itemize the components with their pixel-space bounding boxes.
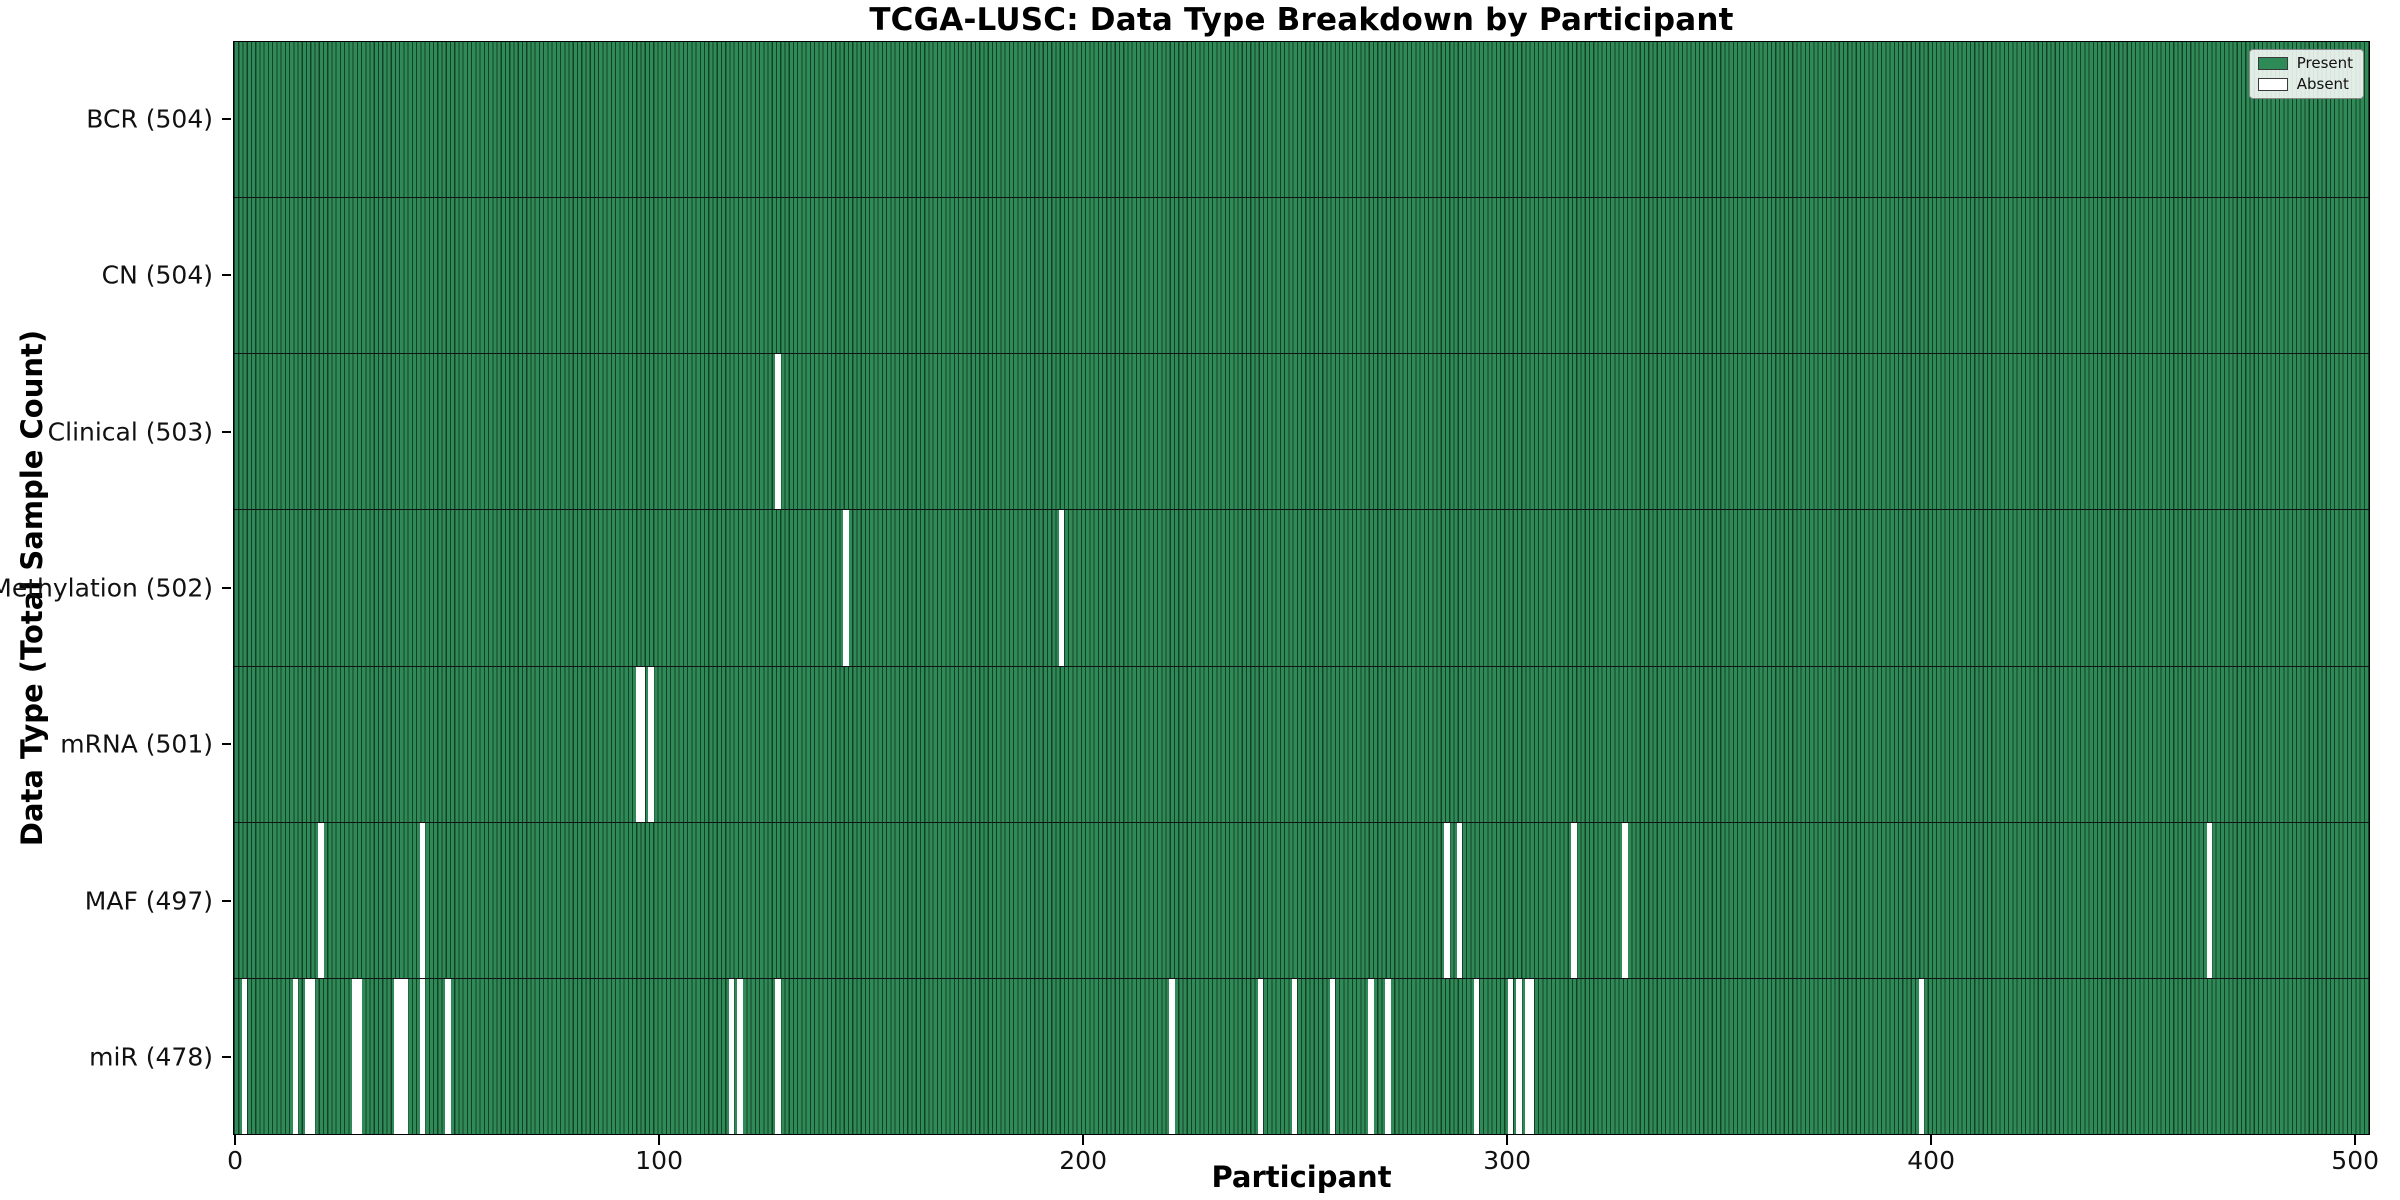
x-axis-ticks: 0 100 200 300 400 500: [227, 1135, 2379, 1195]
x-tick-label-400: 400: [1907, 1146, 1955, 1175]
absent-mark-methylation-195: [1059, 510, 1065, 666]
absent-mark-mrna-98: [648, 666, 654, 822]
row-clinical: [234, 354, 2369, 511]
absent-mark-mrna-95: [635, 666, 642, 822]
absent-mark-maf-466: [2206, 822, 2212, 978]
absent-mark-mir-303: [1516, 978, 1522, 1134]
row-mrna: [234, 666, 2369, 823]
absent-mark-mir-398: [1918, 978, 1924, 1134]
absent-mark-maf-289: [1457, 822, 1463, 978]
row-label-bcr: BCR (504): [86, 104, 213, 134]
absent-mark-mir-221: [1169, 978, 1175, 1134]
absent-mark-mir-18: [309, 978, 316, 1134]
absent-mark-mir-250: [1291, 978, 1298, 1134]
legend-swatch-absent: [2257, 78, 2288, 91]
y-tick-mark: [222, 274, 231, 277]
absent-mark-maf-286: [1444, 822, 1450, 978]
y-axis-tick-labels: BCR (504) CN (504) Clinical (503) Methylati…: [0, 41, 233, 1135]
row-maf: [234, 822, 2369, 979]
absent-mark-mir-301: [1507, 978, 1514, 1134]
chart-title: TCGA-LUSC: Data Type Breakdown by Partic…: [869, 2, 1734, 38]
absent-mark-maf-44: [419, 822, 426, 978]
absent-mark-mir-17: [305, 978, 311, 1134]
x-tick-label-500: 500: [2331, 1146, 2380, 1175]
absent-mark-mir-44: [419, 978, 426, 1134]
absent-mark-mir-28: [351, 978, 358, 1134]
absent-mark-mir-39: [398, 978, 404, 1134]
legend-item-present: Present: [2257, 54, 2353, 72]
x-tick-mark-100: [658, 1135, 661, 1145]
y-tick-mark: [222, 430, 231, 433]
row-label-mir: miR (478): [89, 1042, 213, 1072]
x-tick-label-0: 0: [227, 1146, 244, 1175]
heatmap-rows: [234, 42, 2369, 1134]
absent-mark-mir-305: [1524, 978, 1531, 1134]
absent-mark-mir-268: [1368, 978, 1374, 1134]
absent-mark-maf-20: [318, 822, 324, 978]
y-tick-mark: [222, 1055, 231, 1058]
x-tick-mark-300: [1506, 1135, 1509, 1145]
plot-area: Present Absent: [233, 41, 2370, 1135]
absent-mark-maf-316: [1571, 822, 1577, 978]
absent-mark-mir-29: [356, 978, 362, 1134]
legend-swatch-present: [2257, 57, 2288, 70]
absent-mark-mir-293: [1473, 978, 1480, 1134]
absent-mark-mir-272: [1385, 978, 1391, 1134]
x-tick-mark-500: [2354, 1135, 2357, 1145]
absent-mark-mir-306: [1529, 978, 1535, 1134]
absent-mark-clinical-128: [775, 354, 781, 510]
legend-item-absent: Absent: [2257, 75, 2353, 93]
row-mir: [234, 978, 2369, 1134]
absent-mark-mir-2: [241, 978, 248, 1134]
absent-mark-mir-38: [394, 978, 400, 1134]
row-label-mrna: mRNA (501): [60, 729, 213, 759]
absent-mark-mrna-96: [639, 666, 646, 822]
absent-mark-mir-14: [292, 978, 299, 1134]
x-tick-mark-200: [1082, 1135, 1085, 1145]
absent-mark-maf-328: [1622, 822, 1628, 978]
absent-mark-mir-50: [445, 978, 451, 1134]
y-tick-mark: [222, 899, 231, 902]
row-methylation: [234, 510, 2369, 667]
x-tick-mark-400: [1930, 1135, 1933, 1145]
absent-mark-methylation-144: [843, 510, 849, 666]
legend-label-present: Present: [2296, 54, 2353, 72]
y-tick-mark: [222, 118, 231, 121]
row-label-clinical: Clinical (503): [47, 417, 213, 447]
absent-mark-mir-259: [1330, 978, 1336, 1134]
x-tick-label-200: 200: [1059, 1146, 1107, 1175]
legend-label-absent: Absent: [2296, 75, 2349, 93]
absent-mark-mir-40: [402, 978, 409, 1134]
x-tick-label-300: 300: [1483, 1146, 1531, 1175]
row-cn: [234, 198, 2369, 355]
row-label-methylation: Methylation (502): [0, 573, 213, 603]
x-tick-label-100: 100: [635, 1146, 683, 1175]
absent-mark-mir-242: [1258, 978, 1264, 1134]
legend: Present Absent: [2248, 49, 2364, 99]
row-bcr: [234, 42, 2369, 199]
row-label-cn: CN (504): [101, 260, 213, 290]
absent-mark-mir-128: [775, 978, 781, 1134]
y-tick-mark: [222, 743, 231, 746]
x-tick-mark-0: [234, 1135, 237, 1145]
absent-mark-mir-119: [737, 978, 743, 1134]
y-tick-mark: [222, 587, 231, 589]
absent-mark-mir-117: [728, 978, 735, 1134]
row-label-maf: MAF (497): [84, 886, 213, 916]
